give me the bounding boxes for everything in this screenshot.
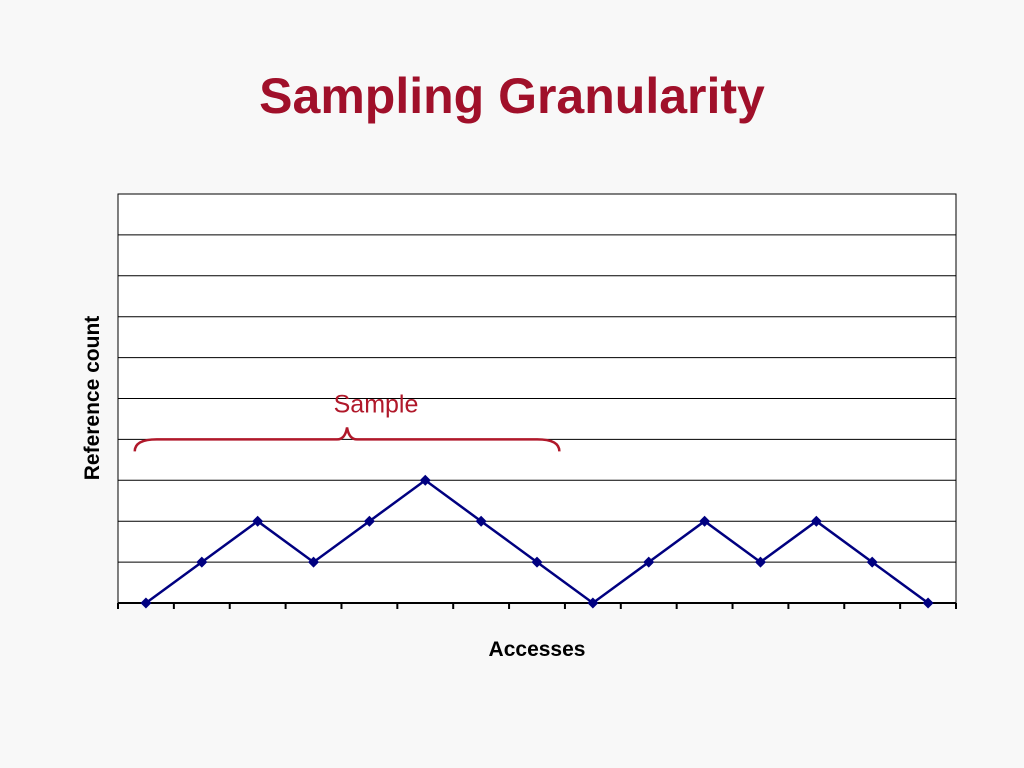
data-point: [587, 597, 599, 609]
sample-annotation-label: Sample: [333, 390, 419, 419]
data-point: [363, 515, 375, 527]
data-point: [308, 556, 320, 568]
data-point: [140, 597, 152, 609]
y-axis-label: Reference count: [81, 315, 104, 481]
x-axis: [117, 602, 957, 609]
data-point: [754, 556, 766, 568]
data-point: [699, 515, 711, 527]
data-point: [531, 556, 543, 568]
data-point: [252, 515, 264, 527]
data-point: [475, 515, 487, 527]
sample-brace-group: [133, 427, 561, 452]
series-group: [140, 474, 934, 609]
chart-title: Sampling Granularity: [259, 68, 765, 124]
sample-brace: [133, 427, 561, 452]
data-point: [196, 556, 208, 568]
data-point: [922, 597, 934, 609]
data-point: [810, 515, 822, 527]
data-point: [866, 556, 878, 568]
data-point: [419, 474, 431, 486]
y-gridlines: [118, 193, 956, 563]
x-axis-label: Accesses: [488, 638, 586, 661]
data-point: [643, 556, 655, 568]
